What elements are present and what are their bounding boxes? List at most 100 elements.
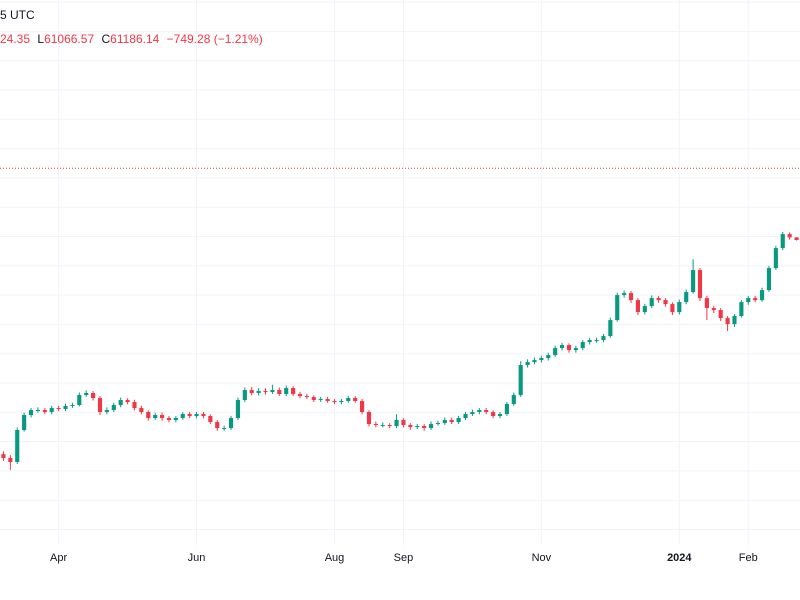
candle-body xyxy=(153,415,158,419)
candle-body xyxy=(649,298,654,307)
candle-body xyxy=(642,306,647,313)
candle-body xyxy=(663,300,668,305)
candle-body xyxy=(146,412,151,419)
candle-body xyxy=(242,390,247,401)
candle-body xyxy=(415,426,420,428)
candle-body xyxy=(270,390,275,393)
candle-body xyxy=(28,410,34,416)
x-axis: Apr Jun Aug Sep Nov 2024 Feb xyxy=(50,552,758,564)
candle-body xyxy=(366,412,372,425)
candle-body xyxy=(428,424,434,429)
x-tick-label: Aug xyxy=(325,552,345,564)
candle-body xyxy=(118,400,123,406)
low-value: 61066.57 xyxy=(44,32,95,46)
candle-body xyxy=(608,320,613,337)
candle-body xyxy=(560,345,565,349)
candle-body xyxy=(435,423,440,425)
candle-body xyxy=(491,412,496,417)
candle-body xyxy=(263,391,268,393)
candle-body xyxy=(773,248,778,269)
candle-body xyxy=(97,398,103,413)
candle-body xyxy=(753,298,758,301)
candle-body xyxy=(525,362,530,366)
candle-body xyxy=(380,425,385,427)
candle-body xyxy=(387,425,392,427)
low-label: L xyxy=(37,32,45,46)
candle-body xyxy=(760,290,765,301)
candle-body xyxy=(49,408,54,413)
candle-body xyxy=(470,412,475,415)
candle-body xyxy=(304,396,309,398)
candle-body xyxy=(766,268,772,291)
candle-body xyxy=(353,398,358,402)
candle-body xyxy=(166,418,172,421)
x-tick-label: 2024 xyxy=(667,552,692,564)
candle-body xyxy=(622,293,627,296)
candle-body xyxy=(284,388,289,395)
candle-body xyxy=(408,425,413,428)
x-tick-label: Jun xyxy=(188,552,206,564)
candle-body xyxy=(463,414,468,419)
candle-body xyxy=(291,388,296,395)
candle-body xyxy=(311,397,316,401)
candle-body xyxy=(787,234,792,238)
candle-body xyxy=(297,394,303,397)
candle-body xyxy=(739,302,744,317)
x-tick-label: Sep xyxy=(394,552,414,564)
candle-body xyxy=(173,418,178,421)
candle-body xyxy=(601,336,606,341)
time-label: 5 UTC xyxy=(0,8,35,22)
candle-body xyxy=(449,420,454,423)
candle-body xyxy=(77,395,82,406)
candle-body xyxy=(394,420,399,427)
candle-body xyxy=(56,408,61,410)
candle-body xyxy=(228,418,234,429)
close-label: C xyxy=(101,32,111,46)
ohlc-legend: 24.35 L61066.57 C61186.14 −749.28 (−1.21… xyxy=(0,32,263,46)
candle-body xyxy=(573,348,578,351)
candle-body xyxy=(518,365,523,396)
candle-body xyxy=(35,410,40,412)
close-value: 61186.14 xyxy=(110,32,160,46)
candle-body xyxy=(277,390,282,395)
candle-body xyxy=(84,393,89,396)
candle-body xyxy=(187,414,192,417)
x-tick-label: Apr xyxy=(50,552,67,564)
candle-body xyxy=(677,302,682,313)
candle-body xyxy=(332,401,337,403)
candle-body xyxy=(15,430,20,463)
candle-body xyxy=(215,422,220,429)
candle-body xyxy=(794,237,799,241)
candle-body xyxy=(70,405,75,407)
candle-body xyxy=(670,304,675,313)
candle-body xyxy=(684,292,689,303)
candle-body xyxy=(553,348,558,356)
change-value: −749.28 (−1.21%) xyxy=(166,32,263,46)
candle-body xyxy=(373,424,378,426)
candle-body xyxy=(497,414,503,417)
candle-body xyxy=(91,393,96,399)
candle-body xyxy=(42,410,47,413)
candle-body xyxy=(249,390,254,394)
candle-body xyxy=(125,400,130,403)
candle-body xyxy=(477,410,482,413)
candle-body xyxy=(732,316,737,325)
candle-body xyxy=(532,360,537,363)
candle-body xyxy=(718,310,723,319)
candle-body xyxy=(442,420,447,424)
candle-body xyxy=(318,399,323,401)
candle-body xyxy=(339,401,344,403)
candle-body xyxy=(139,408,144,413)
x-tick-label: Feb xyxy=(739,552,758,564)
candle-body xyxy=(780,234,785,249)
candle-body xyxy=(63,406,68,410)
candle-body xyxy=(456,418,461,423)
candle-body xyxy=(566,345,572,351)
candle-body xyxy=(635,300,640,313)
candle-body xyxy=(587,340,592,343)
candle-body xyxy=(222,428,227,430)
candle-body xyxy=(697,270,703,299)
candle-body xyxy=(594,340,599,342)
candle-body xyxy=(401,420,406,426)
